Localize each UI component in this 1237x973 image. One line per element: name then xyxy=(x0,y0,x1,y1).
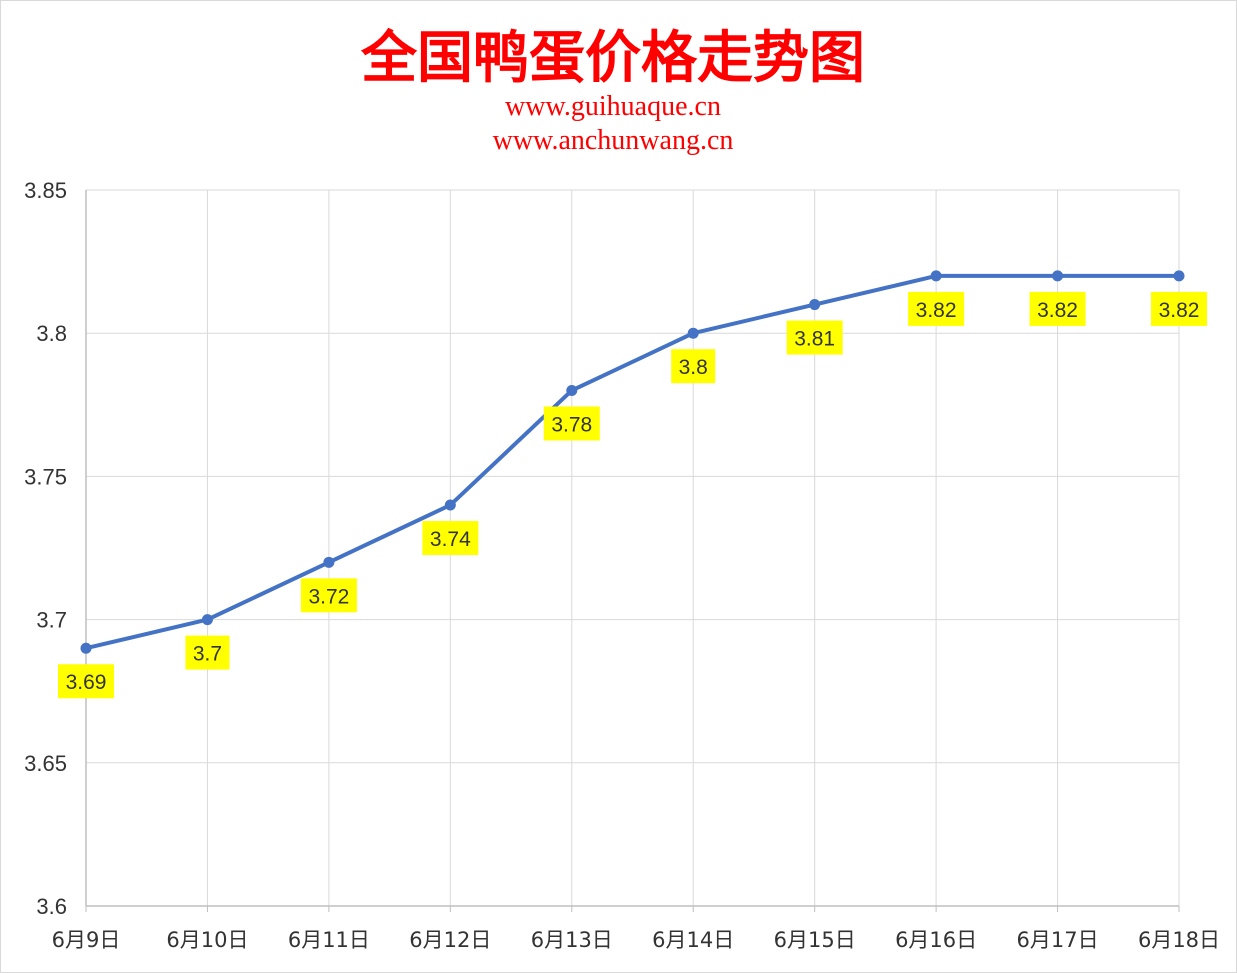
data-label-background xyxy=(300,578,357,613)
y-tick-label: 3.6 xyxy=(36,894,67,919)
x-tick-label: 6月14日 xyxy=(652,928,734,952)
data-label: 3.72 xyxy=(308,585,349,608)
data-point xyxy=(566,384,578,396)
x-tick-label: 6月15日 xyxy=(774,928,856,952)
data-point xyxy=(444,499,456,511)
data-point xyxy=(809,299,821,311)
data-label-background xyxy=(671,349,716,384)
data-label-background xyxy=(1151,291,1207,326)
data-label-background xyxy=(422,521,479,556)
gridlines xyxy=(86,189,1180,906)
x-tick-label: 6月16日 xyxy=(895,928,977,952)
data-point xyxy=(930,270,942,282)
data-label-background xyxy=(185,635,230,670)
data-point xyxy=(1052,270,1064,282)
data-point xyxy=(323,556,335,568)
data-label: 3.69 xyxy=(66,671,107,694)
series-price xyxy=(80,270,1185,654)
chart-title: 全国鸭蛋价格走势图 xyxy=(360,25,865,91)
data-point xyxy=(201,614,213,626)
x-tick-label: 6月12日 xyxy=(409,928,491,952)
x-tick-label: 6月11日 xyxy=(288,928,370,952)
data-label-background xyxy=(786,320,843,355)
data-point xyxy=(687,327,699,339)
data-label: 3.82 xyxy=(916,299,957,322)
data-label: 3.82 xyxy=(1037,299,1078,322)
y-tick-label: 3.75 xyxy=(24,464,67,489)
chart-subtitle-url-2: www.anchunwang.cn xyxy=(493,125,734,156)
data-label: 3.8 xyxy=(679,356,708,379)
data-label: 3.82 xyxy=(1159,299,1200,322)
y-tick-label: 3.65 xyxy=(24,751,67,776)
x-tick-label: 6月9日 xyxy=(52,928,121,952)
data-label: 3.74 xyxy=(430,528,471,551)
y-tick-label: 3.8 xyxy=(36,321,67,346)
x-tick-label: 6月18日 xyxy=(1138,928,1220,952)
series-line xyxy=(84,273,1181,651)
x-tick-label: 6月10日 xyxy=(166,928,248,952)
data-point xyxy=(80,642,92,654)
y-tick-label: 3.7 xyxy=(36,608,67,633)
x-tick-label: 6月17日 xyxy=(1017,928,1099,952)
data-label: 3.7 xyxy=(193,643,222,666)
data-point xyxy=(1173,270,1185,282)
data-label: 3.78 xyxy=(551,413,592,436)
data-label: 3.81 xyxy=(794,328,835,351)
data-labels: 3.69 3.7 3.72 3.74 3.78 3.8 3.81 3.82 3.82 3.82 xyxy=(58,291,1207,699)
axes: 3.85 3.8 3.75 3.7 3.65 3.6 6月9日 6月10日 6月11日 6月12日… xyxy=(24,178,1220,952)
x-tick-label: 6月13日 xyxy=(531,928,613,952)
data-label-background xyxy=(908,291,965,326)
y-tick-label: 3.85 xyxy=(24,178,67,203)
chart-subtitle-url-1: www.guihuaque.cn xyxy=(505,91,721,122)
data-label-background xyxy=(1029,291,1086,326)
data-label-background xyxy=(543,406,600,441)
data-label-background xyxy=(58,664,114,699)
